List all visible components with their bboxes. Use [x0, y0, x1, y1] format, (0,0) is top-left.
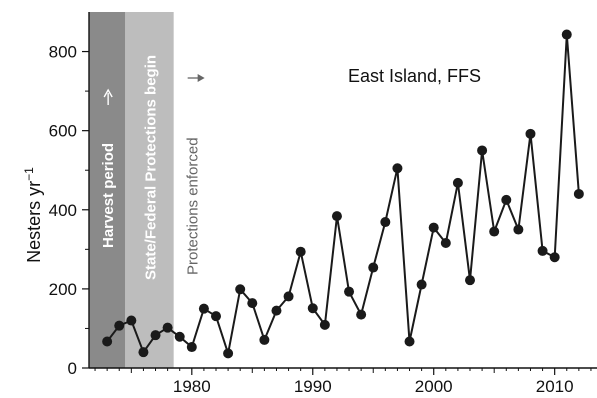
series-line — [106, 33, 580, 355]
harvest-up-arrowhead-icon — [103, 88, 113, 98]
data-point — [102, 336, 113, 347]
data-point — [344, 286, 355, 297]
harvest-period-band — [89, 12, 126, 368]
data-point — [162, 322, 173, 333]
data-point — [138, 347, 149, 358]
data-point — [259, 334, 270, 345]
y-tick-label: 600 — [49, 122, 77, 141]
x-tick-label: 1980 — [173, 377, 211, 396]
data-point — [295, 246, 306, 257]
data-point — [211, 311, 221, 322]
data-point — [392, 163, 403, 174]
x-tick-label: 2000 — [415, 377, 453, 396]
data-point — [380, 217, 391, 228]
enforced-right-arrowhead-icon — [197, 74, 205, 82]
data-point — [428, 222, 439, 233]
y-tick-label: 0 — [68, 359, 77, 378]
data-point — [331, 211, 342, 222]
x-tick-label: 2010 — [536, 377, 574, 396]
y-axis-title-superscript: −1 — [22, 167, 36, 181]
data-point — [416, 279, 427, 290]
data-point — [223, 348, 234, 359]
data-point — [501, 194, 512, 205]
data-point — [271, 305, 282, 316]
data-point — [440, 238, 451, 249]
x-tick-label: 1990 — [294, 377, 332, 396]
data-point — [186, 342, 197, 353]
chart-annotation-title: East Island, FFS — [348, 66, 481, 86]
data-point — [477, 145, 488, 156]
data-point — [174, 331, 185, 342]
axes: 0 200 400 600 800 1980 1990 2000 2010 — [49, 12, 597, 396]
data-point — [356, 309, 367, 320]
data-point — [573, 188, 584, 199]
y-tick-label: 200 — [49, 280, 77, 299]
data-point — [307, 303, 318, 314]
protections-enforced-label: Protections enforced — [185, 137, 202, 275]
data-point — [549, 252, 560, 263]
data-point — [114, 320, 125, 331]
data-point — [465, 275, 475, 286]
data-point — [319, 319, 330, 330]
protections-begin-label: State/Federal Protections begin — [142, 55, 159, 280]
data-point — [525, 128, 536, 139]
harvest-period-label: Harvest period — [100, 143, 117, 248]
data-point — [513, 224, 524, 235]
series-nesters — [102, 29, 584, 359]
data-point — [452, 177, 463, 188]
y-tick-label: 400 — [49, 201, 77, 220]
data-point — [537, 245, 548, 256]
period-bands: Harvest period State/Federal Protections … — [89, 12, 205, 368]
data-point — [235, 284, 246, 295]
data-point — [368, 262, 379, 273]
data-point — [150, 330, 161, 341]
y-axis-title: Nesters yr−1 — [22, 167, 44, 263]
y-tick-label: 800 — [49, 43, 77, 62]
data-point — [283, 291, 294, 302]
data-point — [247, 298, 258, 309]
data-point — [198, 303, 209, 314]
chart-labels: East Island, FFS Nesters yr−1 — [22, 66, 481, 263]
y-axis-title-text: Nesters yr — [24, 181, 44, 263]
protections-begin-band — [125, 12, 174, 368]
data-point — [489, 226, 500, 237]
data-point — [561, 29, 572, 40]
data-point — [126, 315, 137, 326]
data-point — [404, 336, 415, 347]
